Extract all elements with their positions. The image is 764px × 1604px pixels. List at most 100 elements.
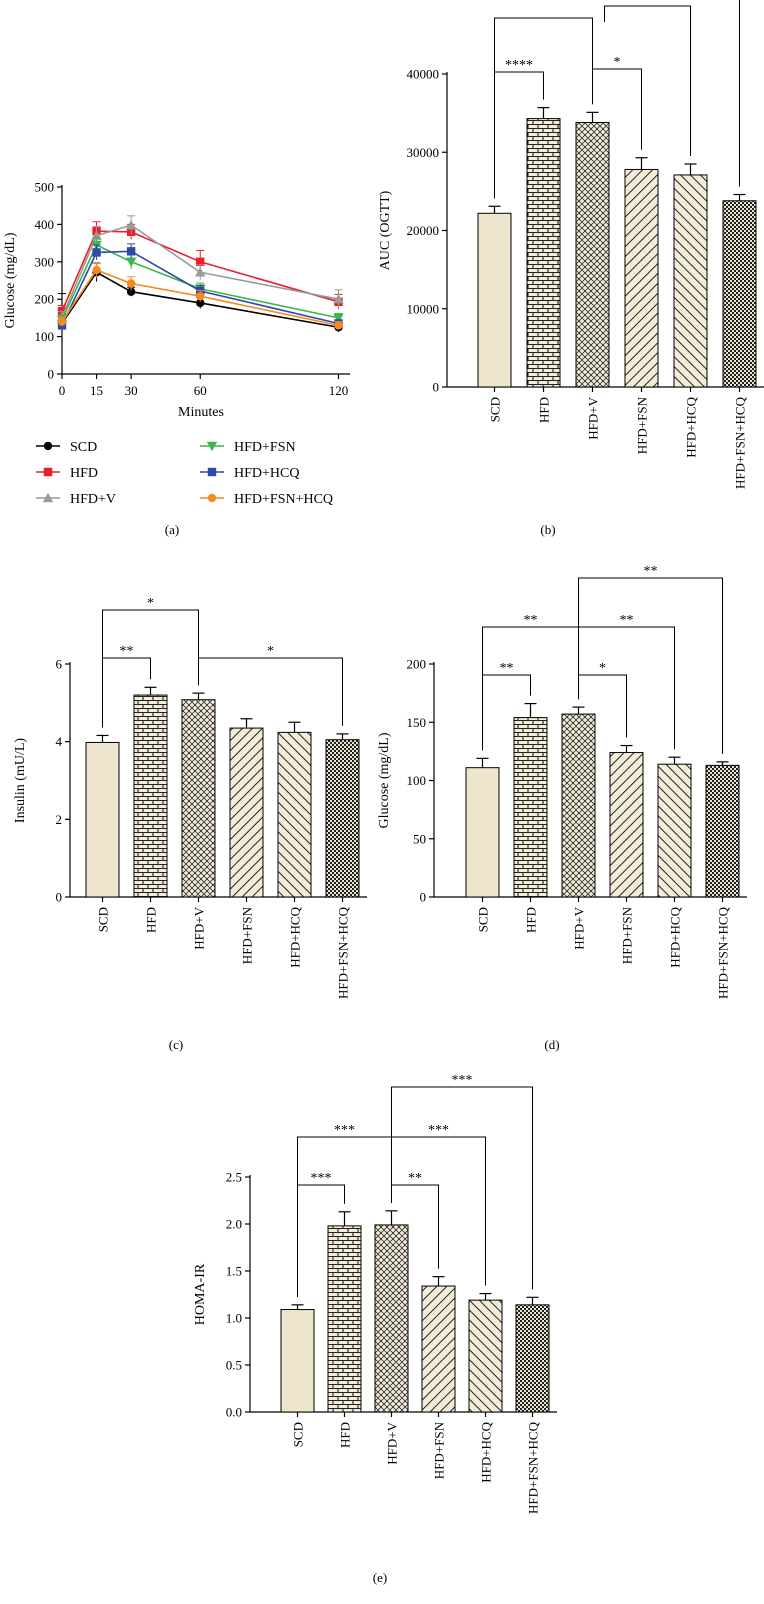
legend-item: HFD+HCQ: [200, 466, 299, 481]
data-point: [196, 292, 205, 301]
data-point: [126, 287, 136, 296]
data-point: [92, 248, 101, 257]
x-tick-label: 60: [194, 383, 207, 398]
legend-item: HFD: [36, 466, 98, 481]
x-tick-label: HFD+V: [385, 1421, 400, 1464]
bar-hfd-fsn: [421, 1285, 456, 1413]
y-axis-title: Glucose (mg/dL): [3, 232, 18, 328]
legend-item: HFD+FSN: [200, 440, 296, 455]
panel-caption: (d): [544, 1037, 559, 1052]
bar-hfd: [133, 694, 168, 898]
y-tick-label: 6: [56, 657, 63, 672]
data-point: [92, 265, 101, 275]
x-tick-label: HFD: [537, 397, 552, 423]
significance-bracket: [198, 657, 343, 726]
x-tick-label: HFD+HCQ: [668, 906, 683, 967]
significance-label: **: [524, 613, 538, 628]
x-tick-label: HFD+FSN: [240, 906, 255, 964]
panel-c-bar-chart: 0 2 4 6 Insulin (mU/L) SCD HFD HFD+V HFD+FSN HFD+…: [13, 596, 367, 1052]
y-tick-label: 100: [407, 773, 427, 788]
significance-label: **: [120, 644, 134, 659]
data-point: [57, 317, 67, 326]
x-tick-label: HFD+HCQ: [288, 906, 303, 967]
data-point: [125, 257, 137, 267]
y-tick-label: 1.0: [226, 1311, 242, 1326]
bar-hfd-v: [374, 1224, 409, 1413]
x-tick-label: SCD: [488, 397, 503, 422]
x-tick-label: HFD+HCQ: [479, 1421, 494, 1482]
legend-label: HFD+V: [70, 492, 116, 507]
x-tick-label: 120: [329, 383, 349, 398]
legend-swatch-marker: [43, 441, 53, 451]
x-tick-label: SCD: [291, 1422, 306, 1447]
x-tick-label: HFD+V: [572, 906, 587, 949]
x-tick-label: HFD: [338, 1422, 353, 1448]
y-tick-label: 500: [35, 180, 55, 195]
data-point: [196, 298, 205, 308]
bar-hfd: [513, 717, 548, 898]
y-tick-label: 0: [433, 380, 440, 395]
bar-hfd: [327, 1225, 362, 1413]
y-tick-label: 150: [407, 715, 427, 730]
x-tick-label: 0: [59, 383, 66, 398]
significance-label: **: [644, 564, 658, 579]
bar-hfd-fsn: [624, 168, 659, 388]
bar-hfd-v: [181, 699, 216, 898]
y-tick-label: 50: [413, 831, 426, 846]
data-point: [126, 279, 136, 288]
x-tick-label: 15: [90, 383, 103, 398]
significance-label: ***: [334, 1123, 355, 1138]
y-tick-label: 100: [35, 329, 55, 344]
x-tick-label: HFD+FSN: [620, 906, 635, 964]
x-tick-label: HFD+V: [586, 396, 601, 439]
panel-caption: (a): [165, 522, 179, 537]
legend: SCD HFD HFD+V HFD+FSN HFD+HCQ HFD+FSN+HCQ: [36, 440, 333, 507]
legend-label: HFD: [70, 466, 98, 481]
bar-hfd-hcq: [277, 731, 312, 898]
legend-swatch-marker: [43, 467, 53, 477]
significance-label: ***: [311, 1171, 332, 1186]
legend-item: HFD+FSN+HCQ: [200, 492, 333, 507]
legend-label: SCD: [70, 440, 97, 455]
panel-e-bar-chart: 0.0 0.5 1.0 1.5 2.0 2.5 HOMA-IR SCD HFD HFD+V HFD+…: [193, 1073, 557, 1585]
significance-label: *: [147, 596, 154, 611]
legend-item: SCD: [36, 440, 97, 455]
significance-label: **: [500, 661, 514, 676]
x-tick-label: HFD: [524, 907, 539, 933]
x-tick-label: HFD: [144, 907, 159, 933]
x-axis-title: Minutes: [178, 405, 224, 420]
legend-label: HFD+FSN: [234, 440, 296, 455]
y-axis-title: Insulin (mU/L): [13, 738, 28, 823]
significance-label: ****: [505, 58, 533, 73]
y-tick-label: 2.5: [226, 1170, 242, 1185]
y-tick-label: 20000: [407, 223, 440, 238]
y-tick-label: 1.5: [226, 1264, 242, 1279]
x-tick-label: HFD+FSN+HCQ: [526, 1421, 541, 1514]
bar-scd: [465, 767, 500, 898]
data-point: [195, 267, 206, 277]
x-tick-label: SCD: [476, 907, 491, 932]
bar-hfd-v: [575, 122, 610, 388]
x-tick-label: 30: [125, 383, 138, 398]
y-tick-label: 10000: [407, 301, 440, 316]
data-point: [334, 321, 343, 330]
y-tick-label: 400: [35, 217, 55, 232]
panel-b-bar-chart: 0 10000 20000 30000 40000 AUC (OGTT) SCD HFD HFD…: [378, 0, 764, 537]
significance-label: **: [620, 613, 634, 628]
data-point: [126, 247, 136, 256]
bar-hfd-fsn: [609, 752, 644, 898]
y-tick-label: 0: [48, 367, 55, 382]
x-tick-label: HFD+FSN: [635, 396, 650, 454]
data-point: [333, 313, 344, 324]
y-tick-label: 300: [35, 254, 55, 269]
significance-bracket-cropped: [494, 17, 593, 199]
x-tick-label: HFD+V: [192, 906, 207, 949]
legend-swatch-marker: [207, 467, 217, 477]
x-tick-label: HFD+FSN: [432, 1421, 447, 1479]
bar-scd: [477, 212, 512, 388]
significance-label: ***: [452, 1073, 473, 1088]
significance-label: *: [599, 661, 606, 676]
y-tick-label: 200: [35, 292, 55, 307]
panel-caption: (b): [540, 522, 555, 537]
